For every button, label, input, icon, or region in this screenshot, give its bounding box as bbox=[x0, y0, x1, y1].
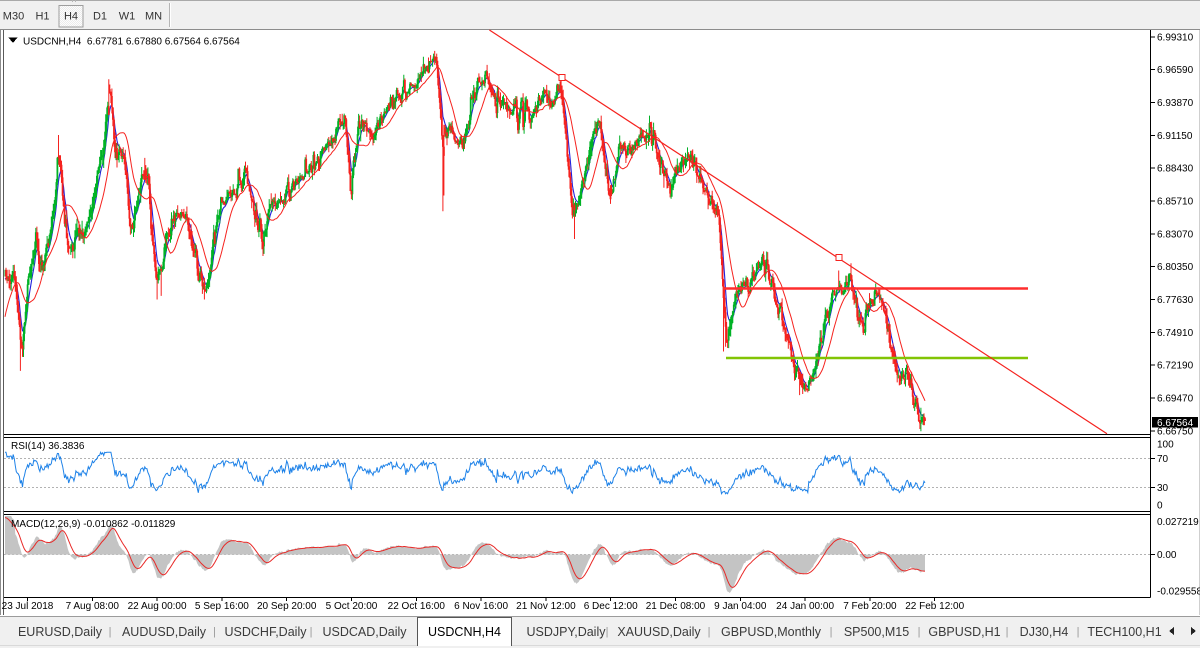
svg-text:6.96590: 6.96590 bbox=[1157, 65, 1194, 76]
svg-text:-0.029558: -0.029558 bbox=[1157, 587, 1200, 598]
svg-text:DJ30,H4: DJ30,H4 bbox=[1020, 625, 1069, 639]
svg-text:|: | bbox=[918, 626, 921, 638]
svg-text:6.83070: 6.83070 bbox=[1157, 229, 1194, 240]
svg-text:|: | bbox=[213, 626, 216, 638]
svg-text:6.93870: 6.93870 bbox=[1157, 98, 1194, 109]
svg-text:21 Dec 08:00: 21 Dec 08:00 bbox=[646, 601, 706, 612]
svg-text:5 Oct 20:00: 5 Oct 20:00 bbox=[326, 601, 378, 612]
svg-text:|: | bbox=[1006, 626, 1009, 638]
svg-text:MN: MN bbox=[145, 11, 162, 23]
svg-text:RSI(14) 36.3836: RSI(14) 36.3836 bbox=[11, 441, 85, 452]
svg-text:5 Sep 16:00: 5 Sep 16:00 bbox=[195, 601, 249, 612]
svg-text:USDJPY,Daily: USDJPY,Daily bbox=[527, 625, 607, 639]
svg-text:TECH100,H1: TECH100,H1 bbox=[1087, 625, 1161, 639]
svg-text:USDCNH,H4: USDCNH,H4 bbox=[428, 625, 501, 639]
svg-text:6.85710: 6.85710 bbox=[1157, 197, 1194, 208]
svg-text:24 Jan 00:00: 24 Jan 00:00 bbox=[776, 601, 834, 612]
svg-text:100: 100 bbox=[1157, 440, 1174, 451]
svg-text:0: 0 bbox=[1157, 501, 1163, 512]
svg-text:70: 70 bbox=[1157, 454, 1169, 465]
svg-text:21 Nov 12:00: 21 Nov 12:00 bbox=[516, 601, 576, 612]
svg-text:|: | bbox=[310, 626, 313, 638]
svg-text:USDCHF,Daily: USDCHF,Daily bbox=[225, 625, 308, 639]
svg-text:|: | bbox=[1077, 626, 1080, 638]
svg-text:9 Jan 04:00: 9 Jan 04:00 bbox=[714, 601, 767, 612]
svg-text:30: 30 bbox=[1157, 483, 1169, 494]
svg-text:H1: H1 bbox=[35, 11, 49, 23]
svg-text:22 Feb 12:00: 22 Feb 12:00 bbox=[905, 601, 964, 612]
svg-text:USDCNH,H4 6.67781 6.67880 6.6: USDCNH,H4 6.67781 6.67880 6.67564 6.6756… bbox=[23, 37, 240, 48]
svg-text:6.91150: 6.91150 bbox=[1157, 131, 1193, 142]
svg-text:6.72190: 6.72190 bbox=[1157, 361, 1194, 372]
svg-text:22 Oct 16:00: 22 Oct 16:00 bbox=[388, 601, 446, 612]
svg-text:AUDUSD,Daily: AUDUSD,Daily bbox=[122, 625, 207, 639]
svg-text:D1: D1 bbox=[93, 11, 107, 23]
svg-text:SP500,M15: SP500,M15 bbox=[844, 625, 909, 639]
svg-text:H4: H4 bbox=[64, 11, 78, 23]
svg-text:|: | bbox=[708, 626, 711, 638]
svg-text:6.80350: 6.80350 bbox=[1157, 262, 1194, 273]
svg-text:6.99310: 6.99310 bbox=[1157, 32, 1194, 43]
svg-text:EURUSD,Daily: EURUSD,Daily bbox=[18, 625, 103, 639]
svg-text:22 Aug 00:00: 22 Aug 00:00 bbox=[128, 601, 187, 612]
svg-text:6.77630: 6.77630 bbox=[1157, 295, 1194, 306]
svg-text:0.00: 0.00 bbox=[1157, 550, 1177, 561]
svg-text:7 Feb 20:00: 7 Feb 20:00 bbox=[843, 601, 897, 612]
svg-text:USDCAD,Daily: USDCAD,Daily bbox=[322, 625, 407, 639]
svg-text:7 Aug 08:00: 7 Aug 08:00 bbox=[66, 601, 120, 612]
svg-text:|: | bbox=[109, 626, 112, 638]
svg-text:W1: W1 bbox=[119, 11, 136, 23]
svg-text:6 Dec 12:00: 6 Dec 12:00 bbox=[584, 601, 638, 612]
svg-text:6.88430: 6.88430 bbox=[1157, 164, 1194, 175]
svg-text:|: | bbox=[830, 626, 833, 638]
svg-text:XAUUSD,Daily: XAUUSD,Daily bbox=[617, 625, 701, 639]
svg-text:M30: M30 bbox=[3, 11, 24, 23]
svg-text:6 Nov 16:00: 6 Nov 16:00 bbox=[454, 601, 508, 612]
svg-text:20 Sep 20:00: 20 Sep 20:00 bbox=[257, 601, 317, 612]
svg-text:6.69470: 6.69470 bbox=[1157, 394, 1194, 405]
svg-text:|: | bbox=[606, 626, 609, 638]
svg-text:0.027219: 0.027219 bbox=[1157, 517, 1199, 528]
svg-text:GBPUSD,Monthly: GBPUSD,Monthly bbox=[721, 625, 822, 639]
svg-text:23 Jul 2018: 23 Jul 2018 bbox=[2, 601, 54, 612]
svg-text:GBPUSD,H1: GBPUSD,H1 bbox=[928, 625, 1000, 639]
svg-text:6.74910: 6.74910 bbox=[1157, 328, 1194, 339]
svg-text:6.66750: 6.66750 bbox=[1157, 426, 1194, 437]
svg-text:MACD(12,26,9) -0.010862 -0.011: MACD(12,26,9) -0.010862 -0.011829 bbox=[11, 519, 176, 530]
svg-text:6.67564: 6.67564 bbox=[1157, 418, 1194, 429]
